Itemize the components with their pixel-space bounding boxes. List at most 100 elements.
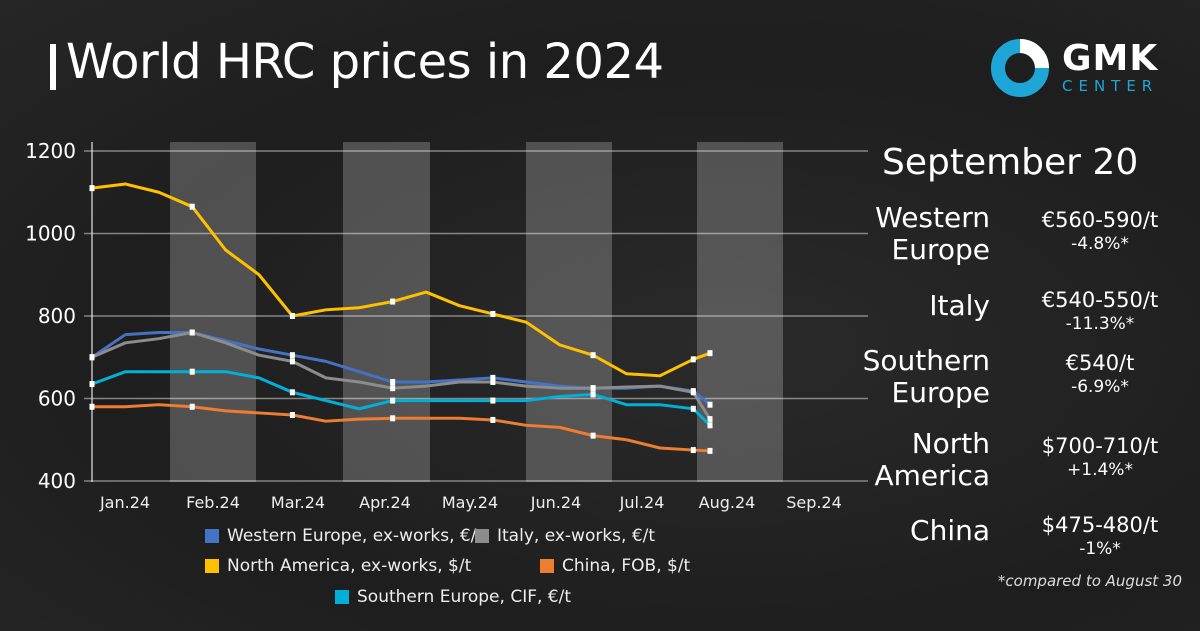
price-change: -11.3%* (1065, 314, 1135, 334)
data-point (707, 416, 713, 423)
region-line: China (910, 514, 990, 547)
region-line: Southern (862, 344, 990, 377)
data-point (707, 401, 713, 408)
price-range: €540-550/t (1041, 288, 1159, 312)
legend-swatch (205, 529, 219, 543)
month-band (343, 142, 430, 482)
legend-label: Italy, ex-works, €/t (497, 526, 656, 546)
price-range: €560-590/t (1041, 208, 1159, 232)
data-point (490, 374, 496, 381)
data-point (390, 298, 396, 305)
series-3 (89, 403, 713, 454)
gmk-logo: GMK CENTER (990, 38, 1158, 98)
region-line: Europe (891, 376, 990, 409)
y-tick-label: 1200 (25, 139, 76, 163)
data-point (590, 385, 596, 392)
price-range: €540/t (1065, 351, 1135, 375)
data-point (89, 185, 95, 192)
data-point (189, 368, 195, 375)
region-line: Italy (929, 289, 990, 322)
y-tick-label: 800 (38, 304, 76, 328)
price-value: $700-710/t +1.4%* (1025, 434, 1175, 482)
region-name: Southern Europe (830, 345, 990, 409)
x-tick-label: Apr.24 (359, 493, 411, 512)
data-point (289, 313, 295, 319)
data-point (89, 381, 95, 388)
series-2 (89, 182, 713, 378)
series-line (92, 403, 711, 453)
series-4 (89, 368, 713, 429)
y-tick-label: 600 (38, 387, 76, 411)
data-point (490, 397, 496, 404)
price-value: $475-480/t -1%* (1025, 513, 1175, 561)
legend-label: North America, ex-works, $/t (227, 556, 472, 576)
y-tick-label: 400 (38, 469, 76, 493)
price-value: €560-590/t -4.8%* (1025, 208, 1175, 256)
logo-sub: CENTER (1062, 77, 1159, 95)
data-point (490, 310, 496, 317)
legend-item: North America, ex-works, $/t (205, 556, 471, 576)
x-tick-label: Feb.24 (186, 493, 240, 512)
price-value: €540/t -6.9%* (1025, 351, 1175, 399)
data-point (390, 397, 396, 404)
data-point (590, 352, 596, 359)
region-name: North America (830, 427, 991, 492)
legend-item: Southern Europe, CIF, €/t (335, 587, 571, 607)
data-point (289, 412, 295, 418)
logo-ring-icon (991, 39, 1049, 97)
data-point (189, 403, 195, 410)
price-change: -1%* (1079, 539, 1121, 559)
data-point (289, 352, 295, 359)
region-name: Western Europe (830, 202, 990, 266)
price-range: $475-480/t (1041, 513, 1159, 537)
legend-label: Western Europe, ex-works, €/t (227, 526, 484, 546)
panel-date: September 20 (882, 142, 1139, 183)
price-change: -6.9%* (1071, 377, 1129, 397)
data-point (490, 379, 496, 385)
data-point (707, 447, 713, 454)
month-band (170, 142, 256, 482)
series-1 (89, 329, 713, 423)
data-point (89, 403, 95, 410)
data-point (289, 389, 295, 396)
data-point (690, 389, 696, 396)
region-line: Western (875, 201, 990, 234)
month-band (697, 142, 783, 482)
x-tick-label: Aug.24 (699, 493, 756, 512)
data-point (189, 329, 195, 336)
x-tick-label: Jun.24 (530, 493, 581, 512)
data-point (490, 416, 496, 423)
series-line (91, 370, 712, 427)
data-point (289, 358, 295, 365)
legend-item: Italy, ex-works, €/t (475, 526, 655, 546)
legend-swatch (335, 590, 349, 604)
price-change: -4.8%* (1071, 234, 1129, 254)
page-title: World HRC prices in 2024 (66, 34, 664, 90)
series-line (91, 331, 712, 420)
data-point (690, 405, 696, 412)
data-point (690, 447, 696, 454)
region-line: America (874, 459, 991, 492)
data-point (390, 415, 396, 422)
region-line: North (911, 427, 990, 460)
x-tick-label: Mar.24 (271, 493, 325, 512)
series-line (91, 182, 711, 378)
region-name: China (830, 515, 990, 547)
data-point (390, 379, 396, 385)
x-tick-label: May.24 (442, 493, 498, 512)
y-tick-label: 1000 (25, 222, 76, 246)
data-point (590, 391, 596, 398)
legend-item: Western Europe, ex-works, €/t (205, 526, 483, 546)
legend-label: Southern Europe, CIF, €/t (357, 587, 572, 607)
data-point (690, 356, 696, 363)
data-point (707, 350, 713, 357)
x-tick-label: Jan.24 (99, 493, 150, 512)
data-point (189, 203, 195, 210)
region-name: Italy (830, 290, 990, 322)
legend-swatch (475, 529, 489, 543)
data-point (89, 354, 95, 361)
price-range: $700-710/t (1041, 434, 1159, 458)
data-point (390, 385, 396, 392)
region-line: Europe (891, 233, 990, 266)
